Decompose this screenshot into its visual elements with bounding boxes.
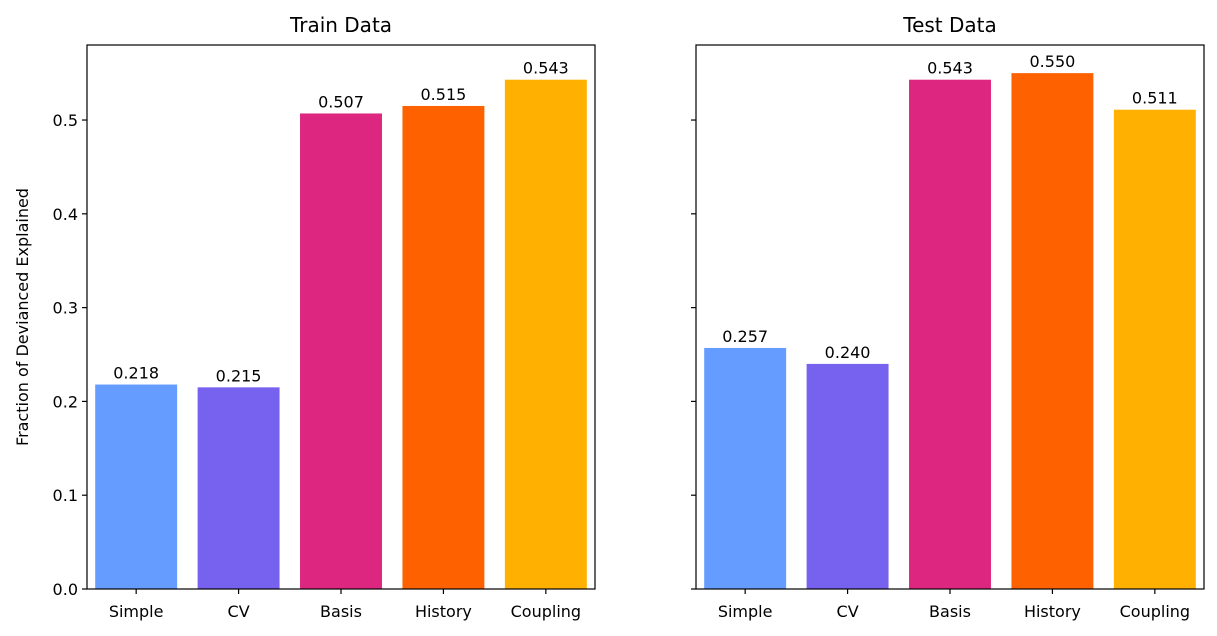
bar-basis — [300, 113, 382, 589]
train-data-panel: 0.218 Simple 0.215 CV 0.507 Basis 0.515 History… — [13, 13, 596, 621]
x-tick-label: Basis — [929, 602, 971, 621]
bar-coupling — [1113, 109, 1196, 590]
y-tick-label: 0.5 — [53, 111, 78, 130]
bar-history — [1011, 73, 1094, 589]
bar-value-label: 0.257 — [722, 327, 768, 346]
y-tick-label: 0.3 — [53, 299, 78, 318]
y-axis-label: Fraction of Devianced Explained — [13, 188, 32, 446]
bar-value-label: 0.215 — [216, 366, 262, 385]
bar-cv — [197, 387, 280, 589]
chart-title: Test Data — [902, 13, 997, 37]
x-tick-label: History — [1024, 602, 1081, 621]
bar-value-label: 0.515 — [421, 85, 467, 104]
bar-basis — [909, 79, 991, 590]
bar-value-label: 0.543 — [523, 59, 569, 78]
y-tick-label: 0.0 — [53, 580, 78, 599]
x-tick-label: Simple — [718, 602, 773, 621]
bar-value-label: 0.511 — [1132, 89, 1178, 108]
bar-value-label: 0.550 — [1030, 52, 1076, 71]
bar-history — [402, 105, 485, 589]
bar-cv — [806, 363, 889, 589]
axes-frame — [86, 44, 596, 590]
bar-value-label: 0.240 — [825, 343, 871, 362]
bar-value-label: 0.507 — [318, 92, 364, 111]
x-tick-label: CV — [837, 602, 859, 621]
x-tick-label: Basis — [320, 602, 362, 621]
axes-frame — [695, 44, 1205, 590]
x-tick-label: Coupling — [1120, 602, 1190, 621]
x-tick-label: History — [415, 602, 472, 621]
x-tick-label: CV — [228, 602, 250, 621]
x-tick-label: Coupling — [511, 602, 581, 621]
y-tick-label: 0.4 — [53, 205, 78, 224]
bar-coupling — [504, 79, 587, 590]
bar-value-label: 0.543 — [927, 59, 973, 78]
bar-value-label: 0.218 — [113, 364, 159, 383]
bar-simple — [704, 347, 787, 589]
bar-simple — [95, 384, 178, 589]
test-data-panel: 0.257 Simple 0.240 CV 0.543 Basis 0.550 History… — [691, 13, 1205, 621]
x-tick-label: Simple — [109, 602, 164, 621]
y-tick-label: 0.1 — [53, 486, 78, 505]
y-tick-label: 0.2 — [53, 392, 78, 411]
chart-title: Train Data — [289, 13, 392, 37]
